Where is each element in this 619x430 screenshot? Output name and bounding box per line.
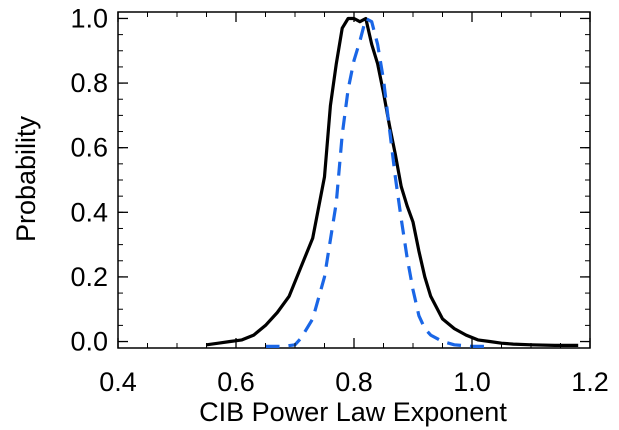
y-tick-label: 0.6: [70, 133, 108, 163]
y-tick-label: 1.0: [70, 3, 108, 33]
x-tick-label: 0.4: [99, 367, 137, 397]
series-layer: [206, 16, 579, 348]
y-axis-label: Probability: [11, 115, 41, 242]
x-axis-label: CIB Power Law Exponent: [199, 397, 507, 427]
plot-area-border: [117, 11, 591, 349]
y-axis-ticks: 0.0 0.2 0.4 0.6 0.8 1.0: [70, 3, 590, 357]
plot-frame: [117, 11, 591, 349]
series-line-1: [206, 16, 579, 347]
y-tick-label: 0.2: [70, 262, 108, 292]
x-tick-label: 1.0: [453, 367, 491, 397]
y-tick-label: 0.4: [70, 197, 108, 227]
x-tick-label: 0.8: [335, 367, 373, 397]
series-line-2: [265, 16, 490, 348]
x-tick-label: 1.2: [571, 367, 609, 397]
y-tick-label: 0.0: [70, 327, 108, 357]
x-tick-label: 0.6: [217, 367, 255, 397]
x-axis-ticks: 0.4 0.6 0.8 1.0 1.2: [99, 12, 609, 397]
y-tick-label: 0.8: [70, 68, 108, 98]
